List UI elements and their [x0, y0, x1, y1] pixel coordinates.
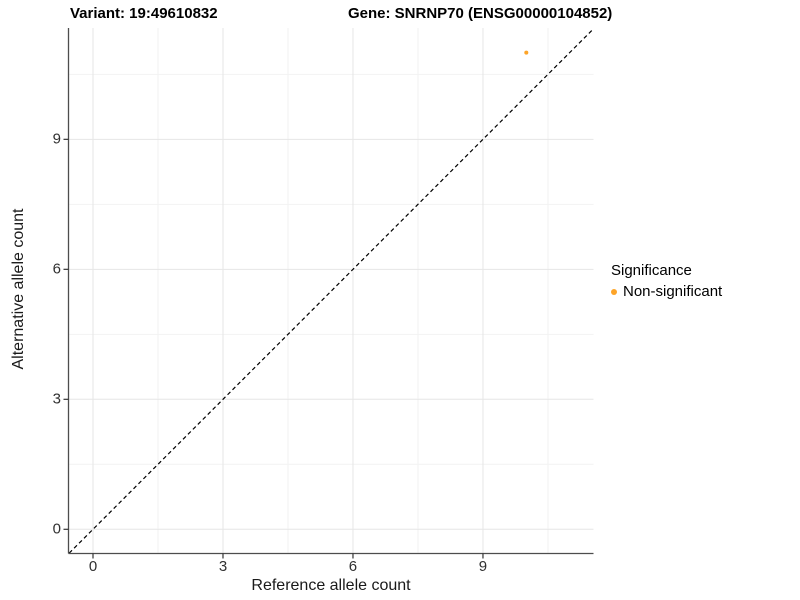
y-tick-label: 3	[52, 390, 61, 408]
data-point	[524, 50, 529, 55]
legend-title: Significance	[611, 262, 692, 279]
x-axis-title: Reference allele count	[251, 577, 411, 594]
legend-item-label: Non-significant	[623, 283, 723, 300]
legend: Significance Non-significant	[611, 262, 722, 300]
y-tick-label: 6	[52, 260, 61, 278]
legend-item-non-significant: Non-significant	[611, 283, 722, 300]
y-tick-label: 0	[52, 520, 61, 538]
x-tick-label: 0	[88, 558, 98, 575]
identity-dashed-line	[68, 28, 594, 554]
x-tick-label: 3	[218, 558, 228, 575]
gene-title: Gene: SNRNP70 (ENSG00000104852)	[348, 5, 613, 22]
x-tick-label: 9	[478, 558, 488, 575]
dot-icon	[611, 288, 617, 295]
y-axis-title: Alternative allele count	[10, 208, 27, 370]
y-tick-label: 9	[52, 130, 61, 148]
variant-title: Variant: 19:49610832	[70, 5, 218, 22]
x-tick-label: 6	[348, 558, 358, 575]
